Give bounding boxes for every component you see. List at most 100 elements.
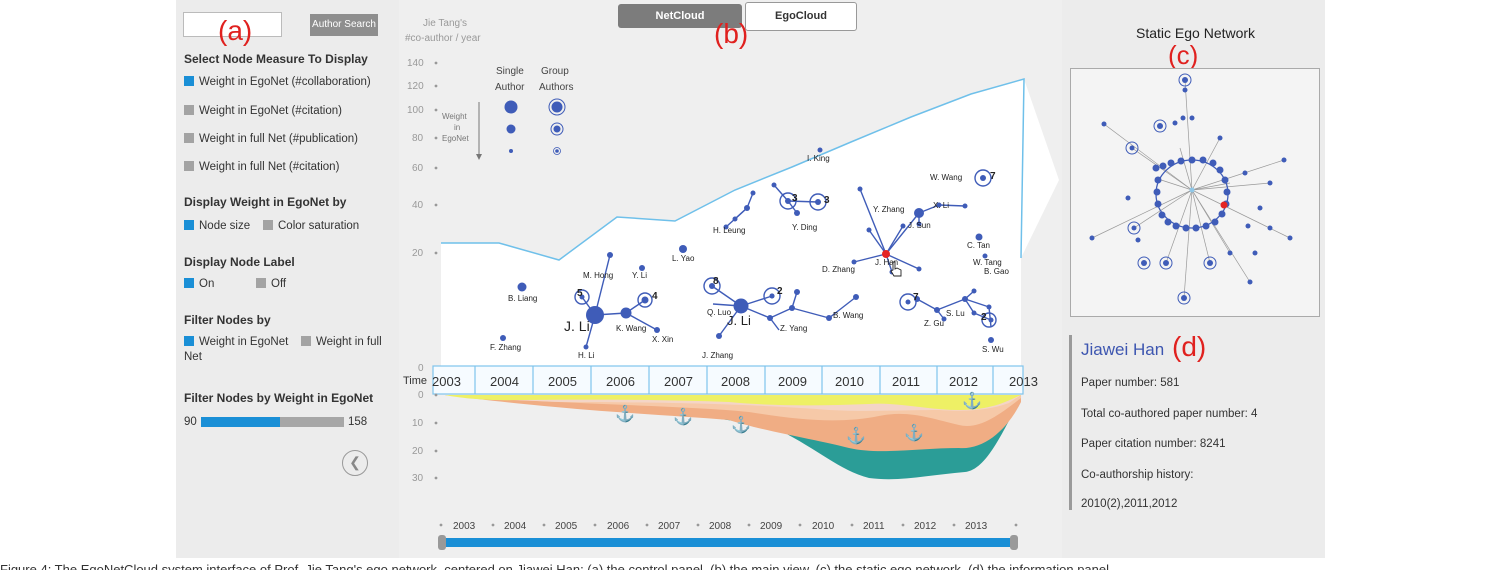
- hand-cursor-icon: [890, 261, 902, 277]
- display-node-size-option[interactable]: Node size: [184, 220, 250, 232]
- svg-text:⚓: ⚓: [962, 391, 982, 410]
- display-color-saturation-option[interactable]: Color saturation: [263, 220, 359, 232]
- checkbox-icon: [184, 76, 194, 86]
- node-label: C. Tan: [967, 241, 990, 250]
- year-label: 2007: [664, 374, 693, 389]
- node-label: Z. Yang: [780, 324, 807, 333]
- timeline-year: 2010: [812, 521, 835, 532]
- group-count: 2: [777, 286, 783, 297]
- node-label: H. Li: [578, 351, 595, 360]
- node-label: K. Wang: [616, 324, 646, 333]
- timeline-handle-left[interactable]: [438, 535, 446, 550]
- node-label: B. Gao: [984, 267, 1009, 276]
- checkbox-icon: [184, 133, 194, 143]
- filter-fullnet-option[interactable]: Weight in full: [301, 336, 382, 348]
- timeline-year: 2007: [658, 521, 681, 532]
- label-on-option[interactable]: On: [184, 278, 214, 290]
- node-label: S. Lu: [946, 309, 965, 318]
- y-tick: 120: [407, 81, 424, 92]
- tab-netcloud[interactable]: NetCloud: [618, 4, 742, 28]
- checkbox-icon: [263, 220, 273, 230]
- node-label: B. Liang: [508, 294, 537, 303]
- label-off-option[interactable]: Off: [256, 278, 286, 290]
- citation-number: Paper citation number: 8241: [1081, 438, 1226, 450]
- measure-option-4[interactable]: Weight in full Net (#citation): [184, 161, 339, 173]
- author-search-button[interactable]: Author Search: [310, 14, 378, 36]
- panel-label-c: (c): [1168, 40, 1199, 70]
- timeline-year: 2013: [965, 521, 988, 532]
- label-title: Display Node Label: [184, 255, 295, 269]
- group-count: 7: [990, 171, 996, 182]
- checkbox-icon: [184, 220, 194, 230]
- lower-tick: 10: [412, 418, 424, 429]
- node-label: F. Zhang: [490, 343, 521, 352]
- range-fill: [201, 417, 280, 427]
- checkbox-icon: [301, 336, 311, 346]
- node-label: W. Tang: [973, 258, 1002, 267]
- measure-option-3[interactable]: Weight in full Net (#publication): [184, 133, 358, 145]
- group-count: 2: [981, 312, 987, 323]
- node-label: J. Li: [727, 313, 751, 328]
- lower-tick: 30: [412, 473, 424, 484]
- svg-text:⚓: ⚓: [673, 407, 693, 426]
- year-label: 2005: [548, 374, 577, 389]
- time-axis[interactable]: [432, 365, 1024, 395]
- svg-text:⚓: ⚓: [615, 404, 635, 423]
- lower-tick: 20: [412, 446, 424, 457]
- weight-range-slider[interactable]: [201, 417, 344, 427]
- year-label: 2013: [1009, 374, 1038, 389]
- checkbox-icon: [184, 161, 194, 171]
- coauthored-number: Total co-authored paper number: 4: [1081, 408, 1258, 420]
- year-label: 2009: [778, 374, 807, 389]
- y-tick: 100: [407, 105, 424, 116]
- timeline-year: 2003: [453, 521, 476, 532]
- node-label: W. Wang: [930, 173, 962, 182]
- checkbox-icon: [184, 336, 194, 346]
- tab-egocloud[interactable]: EgoCloud: [745, 2, 857, 31]
- timeline-year: 2009: [760, 521, 783, 532]
- time-label: Time: [403, 375, 427, 387]
- right-panel: Static Ego Network (c): [1062, 0, 1325, 558]
- year-label: 2010: [835, 374, 864, 389]
- y-tick: 40: [412, 200, 424, 211]
- node-label: S. Wu: [982, 345, 1004, 354]
- y-tick: 0: [418, 363, 424, 374]
- year-label: 2004: [490, 374, 519, 389]
- y-tick: 140: [407, 58, 424, 69]
- timeline-year: 2006: [607, 521, 630, 532]
- filter-title: Filter Nodes by: [184, 313, 271, 327]
- panel-label-d: (d): [1172, 331, 1207, 362]
- filter-egonet-option[interactable]: Weight in EgoNet: [184, 336, 288, 348]
- panel-label-a: (a): [218, 15, 253, 46]
- timeline-range-bar[interactable]: [441, 538, 1015, 547]
- measure-option-1[interactable]: Weight in EgoNet (#collaboration): [184, 76, 371, 88]
- node-label: J. Han: [875, 258, 898, 267]
- year-label: 2011: [892, 374, 920, 389]
- checkbox-icon: [184, 105, 194, 115]
- info-divider: [1069, 335, 1072, 510]
- collapse-button[interactable]: ❮: [342, 450, 368, 476]
- control-panel: Author Search (a) Select Node Measure To…: [176, 0, 399, 558]
- static-ego-network[interactable]: [1070, 68, 1320, 317]
- legend-weight-3: EgoNet: [442, 134, 469, 143]
- node-label: J. Zhang: [702, 351, 733, 360]
- selected-node-jhan[interactable]: [882, 250, 890, 258]
- ego-network-title: Static Ego Network: [1136, 25, 1256, 41]
- node-label: I. King: [807, 154, 830, 163]
- timeline-handle-right[interactable]: [1010, 535, 1018, 550]
- legend-group-1: Group: [541, 66, 569, 77]
- node-label: X. Xin: [652, 335, 673, 344]
- group-count: 8: [713, 276, 719, 287]
- display-title: Display Weight in EgoNet by: [184, 195, 347, 209]
- paper-number: Paper number: 581: [1081, 377, 1180, 389]
- group-count: 3: [792, 193, 798, 204]
- filter-fullnet-option-cont: Net: [184, 351, 202, 363]
- range-title: Filter Nodes by Weight in EgoNet: [184, 391, 374, 405]
- timeline-year: 2004: [504, 521, 527, 532]
- timeline-year: 2012: [914, 521, 937, 532]
- author-search-input[interactable]: [183, 12, 282, 37]
- group-count: 3: [824, 195, 830, 206]
- measure-option-2[interactable]: Weight in EgoNet (#citation): [184, 105, 342, 117]
- year-label: 2012: [949, 374, 978, 389]
- node-label: X. Li: [933, 201, 949, 210]
